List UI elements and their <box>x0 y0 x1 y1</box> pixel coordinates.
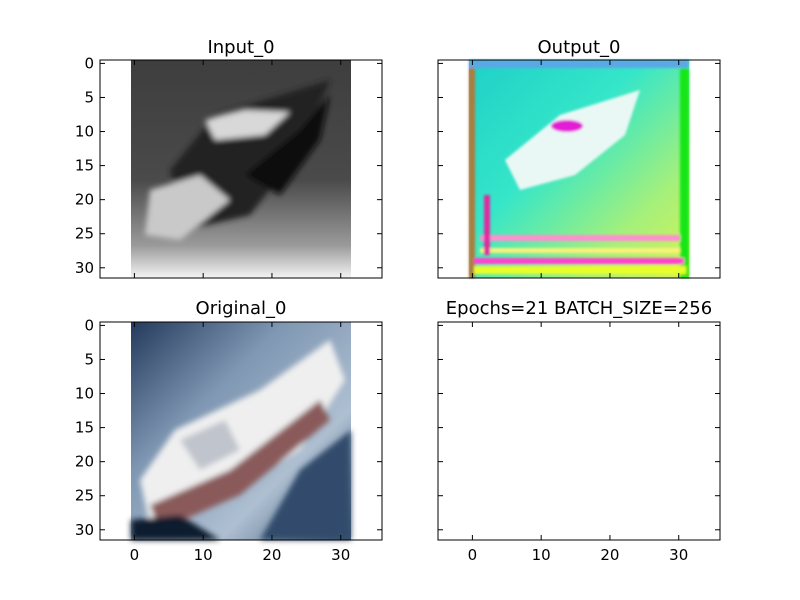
y-tick-label: 5 <box>84 88 94 106</box>
subplot-original: Original_0 0 10 20 30 0 5 10 15 20 25 30 <box>75 298 383 564</box>
subplot-title: Epochs=21 BATCH_SIZE=256 <box>446 298 712 319</box>
x-tick-label: 0 <box>468 546 478 564</box>
x-tick-label: 20 <box>600 546 619 564</box>
image-original <box>131 322 351 540</box>
subplot-title: Output_0 <box>538 37 621 58</box>
x-tick-label: 10 <box>532 546 551 564</box>
subplot-title: Original_0 <box>196 298 287 319</box>
y-tick-label: 25 <box>75 225 94 243</box>
y-tick-label: 20 <box>75 453 94 471</box>
y-tick-label: 0 <box>84 54 94 72</box>
image-output <box>469 60 689 278</box>
axes-frame <box>437 321 721 541</box>
y-tick-label: 0 <box>84 316 94 334</box>
axes-frame <box>437 59 721 279</box>
axes-frame <box>99 59 383 279</box>
y-tick-label: 15 <box>75 157 94 175</box>
y-tick-label: 30 <box>75 521 94 539</box>
y-tick-label: 25 <box>75 487 94 505</box>
x-tick-label: 10 <box>194 546 213 564</box>
x-tick-label: 20 <box>262 546 281 564</box>
axes-frame <box>99 321 383 541</box>
x-tick-label: 30 <box>331 546 350 564</box>
y-tick-label: 30 <box>75 259 94 277</box>
y-tick-label: 15 <box>75 419 94 437</box>
subplot-empty: Epochs=21 BATCH_SIZE=256 0 10 20 30 <box>437 298 721 564</box>
y-tick-label: 20 <box>75 191 94 209</box>
image-input <box>131 60 351 278</box>
y-tick-label: 10 <box>75 123 94 141</box>
y-tick-label: 5 <box>84 350 94 368</box>
x-tick-label: 0 <box>130 546 140 564</box>
x-tick-label: 30 <box>669 546 688 564</box>
subplot-title: Input_0 <box>207 37 274 58</box>
subplot-input: Input_0 0 5 10 15 20 25 30 <box>75 37 383 279</box>
subplot-output: Output_0 <box>437 37 721 279</box>
y-tick-label: 10 <box>75 385 94 403</box>
